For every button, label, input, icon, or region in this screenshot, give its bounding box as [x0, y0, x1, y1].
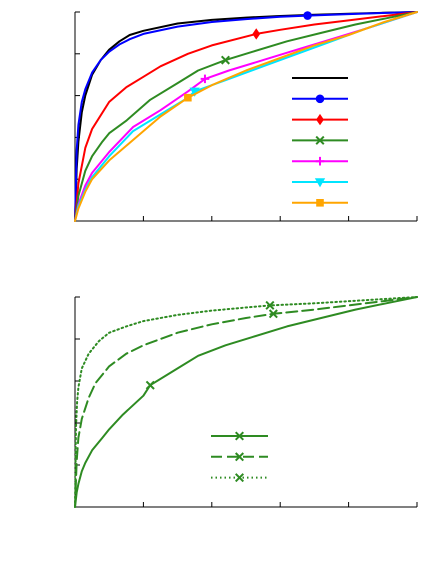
series-line: [74, 11, 418, 222]
series-1: [74, 296, 418, 508]
series-7: [74, 11, 418, 222]
series-line: [74, 11, 418, 222]
series-2: [74, 11, 418, 222]
series-line: [74, 11, 418, 222]
series-1: [74, 11, 418, 222]
legend: [292, 77, 348, 207]
data-point: [265, 300, 275, 310]
legend: [211, 431, 268, 483]
legend-marker: [316, 199, 324, 207]
legend-marker: [315, 94, 325, 104]
series-line: [74, 11, 418, 222]
data-point: [252, 28, 261, 40]
data-point: [184, 93, 192, 102]
data-point: [220, 55, 230, 65]
series-2: [74, 296, 418, 508]
series-line: [74, 11, 418, 222]
series-line: [74, 11, 418, 222]
legend-marker: [234, 473, 245, 483]
legend-marker: [314, 178, 326, 188]
series-6: [74, 11, 418, 222]
series-3: [74, 296, 418, 508]
series-line: [74, 296, 418, 508]
series-line: [74, 296, 418, 508]
chart-panel-1: [74, 11, 418, 222]
data-point: [303, 11, 312, 20]
series-4: [74, 11, 418, 222]
data-point: [145, 380, 155, 390]
series-line: [74, 11, 418, 222]
data-point: [268, 309, 278, 319]
legend-marker: [315, 156, 325, 166]
chart-panel-2: [74, 296, 418, 508]
series-line: [74, 296, 418, 508]
series-3: [74, 11, 418, 222]
legend-marker: [316, 113, 324, 126]
data-point: [200, 74, 210, 84]
legend-marker: [234, 452, 245, 462]
legend-marker: [234, 431, 245, 441]
legend-marker: [315, 135, 325, 145]
series-5: [74, 11, 418, 222]
